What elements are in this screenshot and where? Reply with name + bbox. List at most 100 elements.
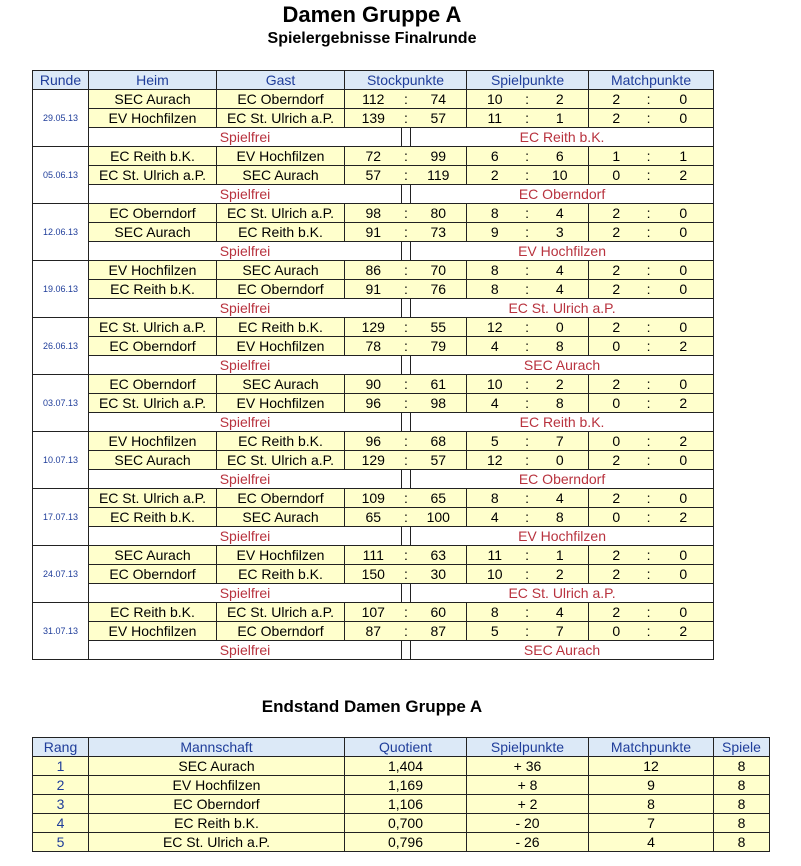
- match-points-home: 2: [588, 203, 644, 223]
- empty-cell: [401, 241, 411, 261]
- home-team: EC Oberndorf: [88, 336, 217, 356]
- game-row: 24.07.13 SEC Aurach EV Hochfilzen 111:63 11:…: [32, 545, 715, 603]
- stock-points-guest: 55: [410, 317, 468, 337]
- guest-team: EC Oberndorf: [216, 279, 345, 299]
- match-points-guest: 0: [653, 545, 715, 565]
- page-title: Damen Gruppe A: [282, 2, 462, 27]
- stock-points-guest: 30: [410, 564, 468, 584]
- separator: :: [643, 393, 654, 413]
- guest-team: EC St. Ulrich a.P.: [216, 450, 345, 470]
- stock-points-guest: 57: [410, 450, 468, 470]
- empty-cell: [401, 355, 411, 375]
- home-team: EC St. Ulrich a.P.: [88, 393, 217, 413]
- match-points-guest: 2: [653, 165, 715, 185]
- separator: :: [643, 336, 654, 356]
- free-team: SEC Aurach: [409, 640, 715, 660]
- empty-cell: [401, 583, 411, 603]
- stock-points-guest: 73: [410, 222, 468, 242]
- separator: :: [643, 507, 654, 527]
- stock-points-home: 129: [344, 450, 402, 470]
- separator: :: [643, 488, 654, 508]
- separator: :: [401, 621, 411, 641]
- game-row: EC Reith b.K. SEC Aurach 65:100 4:8 0:2: [33, 507, 715, 527]
- game-row: EC Oberndorf EV Hochfilzen 78:79 4:8 0:2: [33, 336, 715, 356]
- free-label: Spielfrei: [88, 526, 402, 546]
- column-header: Spiele: [713, 737, 770, 757]
- match-points: 4: [588, 832, 714, 852]
- game-points-guest: 7: [531, 621, 590, 641]
- match-points-guest: 2: [653, 393, 715, 413]
- separator: :: [522, 222, 532, 242]
- match-points-home: 2: [588, 222, 644, 242]
- separator: :: [401, 374, 411, 394]
- free-row: Spielfrei SEC Aurach: [33, 355, 715, 375]
- header-row: Runde Heim Gast Stockpunkte Spielpunkte Match…: [32, 70, 715, 90]
- stock-points-guest: 100: [410, 507, 468, 527]
- guest-team: EV Hochfilzen: [216, 336, 345, 356]
- game-row: EC St. Ulrich a.P. SEC Aurach 57:119 2:10 0:…: [33, 165, 715, 185]
- rank: 5: [32, 832, 89, 852]
- game-row: 29.05.13 SEC Aurach EC Oberndorf 112:74 10:2…: [32, 89, 715, 147]
- game-points-guest: 6: [531, 146, 590, 166]
- separator: :: [401, 165, 411, 185]
- free-row: Spielfrei EC Oberndorf: [33, 469, 715, 489]
- match-points-guest: 2: [653, 621, 715, 641]
- game-points-home: 8: [466, 488, 523, 508]
- match-points-guest: 0: [653, 203, 715, 223]
- match-points-home: 2: [588, 317, 644, 337]
- guest-team: EC Oberndorf: [216, 488, 345, 508]
- separator: :: [643, 203, 654, 223]
- stock-points-home: 96: [344, 431, 402, 451]
- match-points-home: 2: [588, 374, 644, 394]
- stock-points-guest: 79: [410, 336, 468, 356]
- separator: :: [522, 203, 532, 223]
- separator: :: [401, 108, 411, 128]
- separator: :: [401, 545, 411, 565]
- rank: 2: [32, 775, 89, 795]
- guest-team: EC St. Ulrich a.P.: [216, 203, 345, 223]
- separator: :: [401, 488, 411, 508]
- game-points-home: 9: [466, 222, 523, 242]
- separator: :: [522, 108, 532, 128]
- header-row: Rang Mannschaft Quotient Spielpunkte Matchpu…: [32, 737, 770, 757]
- team: EC Oberndorf: [88, 794, 345, 814]
- game-points: - 26: [466, 832, 589, 852]
- match-points-guest: 0: [653, 450, 715, 470]
- standings-table: Rang Mannschaft Quotient Spielpunkte Matchpu…: [32, 737, 770, 852]
- separator: :: [643, 108, 654, 128]
- empty-cell: [401, 469, 411, 489]
- game-row: 05.06.13 EC Reith b.K. EV Hochfilzen 72:99 6…: [32, 146, 715, 204]
- rank: 1: [32, 756, 89, 776]
- game-points-home: 12: [466, 450, 523, 470]
- separator: :: [522, 165, 532, 185]
- home-team: EC St. Ulrich a.P.: [88, 488, 217, 508]
- separator: :: [522, 507, 532, 527]
- match-points-home: 0: [588, 336, 644, 356]
- game-points-home: 11: [466, 108, 523, 128]
- match-points-home: 2: [588, 89, 644, 109]
- game-row: SEC Aurach EC St. Ulrich a.P. 129:57 12:0 2:…: [33, 450, 715, 470]
- game-points-home: 4: [466, 336, 523, 356]
- separator: :: [643, 431, 654, 451]
- separator: :: [522, 317, 532, 337]
- separator: :: [401, 336, 411, 356]
- empty-cell: [401, 298, 411, 318]
- round-date: 19.06.13: [32, 260, 89, 318]
- column-header: Mannschaft: [88, 737, 345, 757]
- stock-points-home: 109: [344, 488, 402, 508]
- round-date: 03.07.13: [32, 374, 89, 432]
- results-table: Runde Heim Gast Stockpunkte Spielpunkte Match…: [32, 70, 715, 660]
- game-points-guest: 2: [531, 564, 590, 584]
- separator: :: [643, 317, 654, 337]
- stock-points-home: 87: [344, 621, 402, 641]
- separator: :: [401, 507, 411, 527]
- quotient: 1,404: [344, 756, 467, 776]
- stock-points-guest: 60: [410, 602, 468, 622]
- stock-points-guest: 98: [410, 393, 468, 413]
- separator: :: [522, 602, 532, 622]
- stock-points-guest: 76: [410, 279, 468, 299]
- free-row: Spielfrei EV Hochfilzen: [33, 526, 715, 546]
- separator: :: [643, 146, 654, 166]
- match-points-home: 2: [588, 564, 644, 584]
